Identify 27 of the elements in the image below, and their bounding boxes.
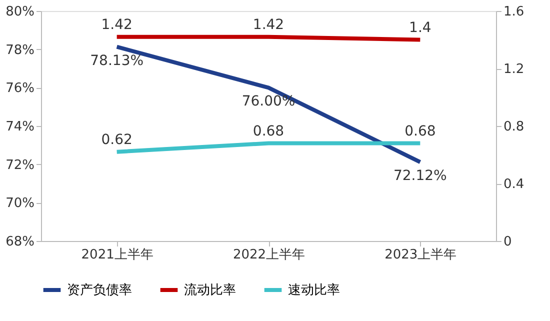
legend-label: 速动比率 [288, 282, 340, 298]
data-label: 78.13% [90, 52, 144, 69]
x-tick-label: 2023上半年 [384, 248, 457, 262]
y2-tick-label: 1.6 [504, 4, 524, 20]
y-tick-label: 78% [6, 42, 34, 58]
y-tick-label: 80% [6, 4, 34, 20]
legend-label: 流动比率 [184, 282, 236, 298]
data-label: 0.68 [404, 123, 436, 140]
data-label: 76.00% [242, 94, 296, 110]
x-tick-label: 2022上半年 [232, 248, 306, 262]
data-label: 1.4 [409, 20, 432, 36]
data-label: 1.42 [252, 16, 284, 33]
legend-label: 资产负债率 [67, 282, 132, 298]
data-label: 0.62 [101, 132, 132, 148]
y-tick-label: 72% [6, 158, 34, 173]
data-label: 0.68 [252, 123, 284, 140]
y2-tick-label: 1.2 [504, 62, 524, 77]
y-tick-label: 76% [6, 81, 34, 96]
y2-tick-label: 0.8 [504, 120, 524, 134]
data-label: 1.42 [101, 16, 132, 33]
x-tick-label: 2021上半年 [81, 248, 154, 262]
y-tick-label: 74% [6, 120, 34, 134]
y2-tick-label: 0.4 [504, 177, 524, 192]
y-tick-label: 70% [6, 196, 34, 212]
data-label: 72.12% [393, 168, 447, 184]
y2-tick-label: 0 [504, 234, 512, 250]
y-tick-label: 68% [6, 234, 34, 250]
